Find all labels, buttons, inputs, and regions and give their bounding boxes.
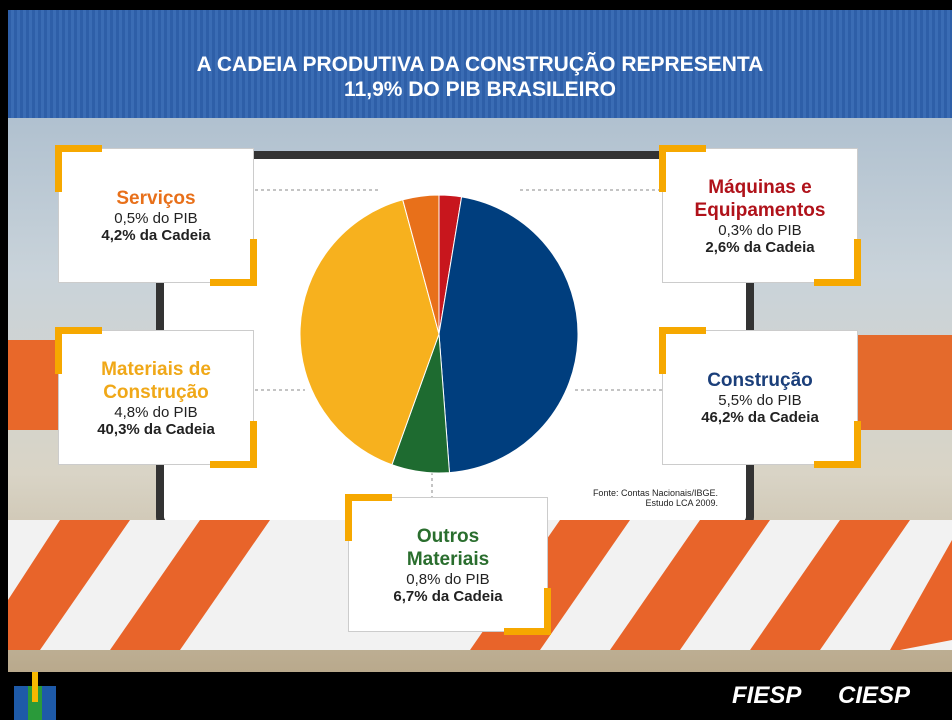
category-name: Materiais de Construção xyxy=(101,358,211,403)
title-line: A CADEIA PRODUTIVA DA CONSTRUÇÃO REPRESE… xyxy=(196,53,764,76)
label-box: Serviços 0,5% do PIB 4,2% da Cadeia xyxy=(55,145,257,286)
value-label: 2,6% da Cadeia xyxy=(705,238,815,256)
pib-label: 5,5% do PIB xyxy=(718,392,802,409)
footer: FIESP CIESP xyxy=(0,672,952,720)
title-line: 11,9% DO PIB BRASILEIRO xyxy=(344,78,616,101)
label-box: Máquinas e Equipamentos 0,3% do PIB 2,6% d… xyxy=(659,145,861,286)
stripes xyxy=(8,520,952,650)
corner xyxy=(210,421,257,468)
value-label: 46,2% da Cadeia xyxy=(701,409,819,426)
title-banner: A CADEIA PRODUTIVA DA CONSTRUÇÃO REPRESE… xyxy=(8,10,952,118)
corner xyxy=(55,145,102,192)
corner xyxy=(814,421,861,468)
pib-label: 0,8% do PIB xyxy=(406,570,490,588)
pie-slice xyxy=(438,196,579,474)
label-box: Materiais de Construção 4,8% do PIB 40,3% … xyxy=(55,327,257,468)
pie-slice xyxy=(299,199,440,466)
pie-slice xyxy=(402,194,440,335)
logo: FIESP xyxy=(732,682,802,709)
category-name: Outros Materiais xyxy=(406,525,490,570)
corner xyxy=(210,239,257,286)
corner xyxy=(504,588,551,635)
category-name: Serviços xyxy=(116,188,196,209)
value-label: 40,3% da Cadeia xyxy=(97,420,215,438)
connectors xyxy=(255,189,662,497)
pib-label: 0,3% do PIB xyxy=(718,221,802,239)
logo: CIESP xyxy=(838,682,911,709)
pib-label: 4,8% do PIB xyxy=(114,403,198,421)
pib-label: 0,5% do PIB xyxy=(114,210,198,227)
category-name: Máquinas e Equipamentos xyxy=(694,176,826,221)
pie xyxy=(299,194,579,474)
corner xyxy=(55,327,102,374)
corner xyxy=(659,145,706,192)
source: Fonte: Contas Nacionais/IBGE. Estudo LCA… xyxy=(592,488,718,508)
corner xyxy=(345,494,392,541)
label-box: Outros Materiais 0,8% do PIB 6,7% da Cadei… xyxy=(345,494,551,635)
value-label: 4,2% da Cadeia xyxy=(101,227,211,244)
label-box: Construção 5,5% do PIB 46,2% da Cadeia xyxy=(659,327,861,468)
value-label: 6,7% da Cadeia xyxy=(393,587,503,605)
corner xyxy=(814,239,861,286)
logo-mark xyxy=(14,672,56,720)
corner xyxy=(659,327,706,374)
category-name: Construção xyxy=(707,370,813,391)
